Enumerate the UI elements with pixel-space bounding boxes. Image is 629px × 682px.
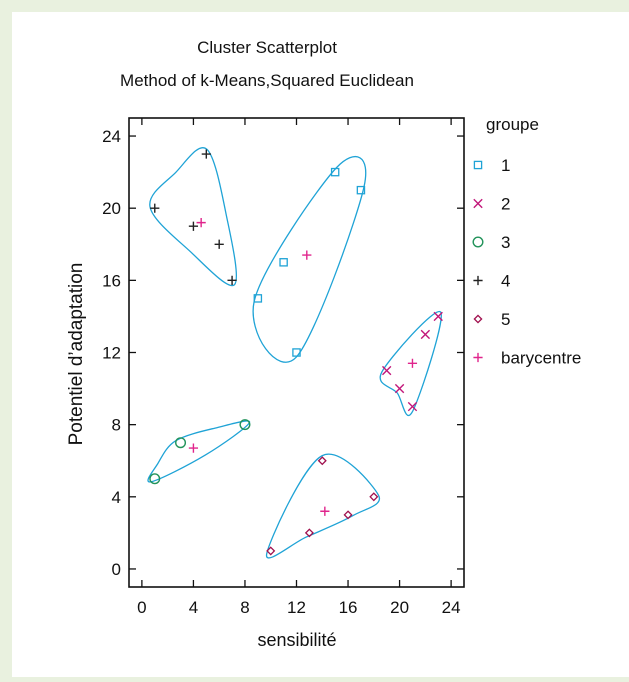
point-5-4: [369, 492, 379, 502]
x-tick-label-24: 24: [442, 598, 461, 617]
point-barycentre-4: [320, 506, 330, 516]
y-tick-label-20: 20: [102, 199, 121, 218]
point-3-1: [175, 437, 187, 449]
legend-marker-3: [472, 236, 484, 248]
y-tick-label-0: 0: [112, 560, 121, 579]
legend-marker-4: [473, 275, 483, 286]
point-4-0: [150, 203, 160, 213]
point-4-4: [227, 275, 237, 285]
point-5-1: [304, 528, 314, 538]
axis-ticks: 0 4 8 12 16 20 24 0 4 8 12 16 20 24: [102, 118, 464, 617]
y-tick-label-24: 24: [102, 127, 121, 146]
legend-label-5: 5: [501, 310, 510, 329]
point-1-0: [253, 294, 263, 303]
x-tick-label-12: 12: [287, 598, 306, 617]
x-tick-label-0: 0: [137, 598, 146, 617]
point-4-2: [201, 149, 211, 159]
legend-label-2: 2: [501, 195, 510, 214]
cluster-ellipses: [147, 147, 442, 559]
point-3-2: [239, 419, 251, 431]
cluster-ellipse-4: [149, 147, 238, 287]
point-2-1: [394, 383, 405, 394]
point-2-0: [381, 365, 392, 376]
point-1-2: [292, 348, 301, 357]
chart-title: Cluster Scatterplot: [197, 38, 337, 57]
y-tick-label-16: 16: [102, 271, 121, 290]
legend-label-1: 1: [501, 156, 510, 175]
legend-marker-2: [473, 198, 483, 209]
point-3-0: [149, 473, 161, 485]
y-tick-label-8: 8: [112, 416, 121, 435]
point-barycentre-2: [407, 358, 418, 368]
point-4-1: [188, 221, 199, 231]
point-5-2: [317, 456, 327, 466]
y-tick-label-12: 12: [102, 344, 121, 363]
legend-title: groupe: [486, 115, 539, 134]
legend-marker-1: [473, 160, 483, 170]
point-1-1: [279, 258, 288, 267]
point-4-3: [214, 239, 224, 249]
chart-panel: Cluster Scatterplot Method of k-Means,Sq…: [12, 12, 629, 677]
chart-subtitle: Method of k-Means,Squared Euclidean: [120, 71, 414, 90]
legend-marker-barycentre: [473, 352, 483, 363]
scatter-chart: Cluster Scatterplot Method of k-Means,Sq…: [66, 38, 581, 650]
point-5-0: [266, 546, 276, 556]
point-1-4: [356, 185, 366, 195]
x-tick-label-4: 4: [189, 598, 198, 617]
point-barycentre-1: [302, 250, 312, 260]
legend: groupe 1 2 3 4 5 barycentre: [472, 115, 581, 368]
x-tick-label-16: 16: [339, 598, 358, 617]
x-tick-label-20: 20: [390, 598, 409, 617]
data-points: [149, 149, 443, 556]
cluster-ellipse-1: [252, 156, 367, 363]
point-2-4: [433, 311, 443, 322]
y-axis-label: Potentiel d’adaptation: [66, 263, 87, 446]
legend-label-4: 4: [501, 272, 510, 291]
point-5-3: [343, 510, 353, 520]
point-barycentre-3: [188, 443, 199, 453]
point-2-3: [420, 329, 431, 340]
x-axis-label: sensibilité: [257, 630, 336, 650]
legend-marker-5: [473, 314, 483, 324]
plot-area: [128, 117, 465, 588]
cluster-ellipse-3: [147, 420, 251, 483]
y-tick-label-4: 4: [112, 488, 121, 507]
point-1-3: [330, 167, 340, 177]
point-2-2: [407, 401, 418, 412]
legend-label-barycentre: barycentre: [501, 349, 581, 368]
x-tick-label-8: 8: [240, 598, 249, 617]
legend-label-3: 3: [501, 233, 510, 252]
cluster-ellipse-5: [266, 453, 381, 559]
point-barycentre-0: [196, 218, 206, 228]
